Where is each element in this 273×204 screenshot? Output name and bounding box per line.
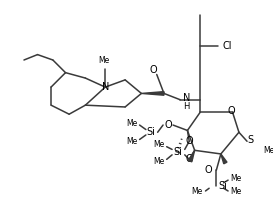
Text: O: O [149,65,157,75]
Text: S: S [247,135,253,145]
Text: O: O [165,120,172,130]
Polygon shape [221,154,227,164]
Text: H: H [183,102,189,111]
Text: Me: Me [154,140,165,149]
Text: N: N [183,93,190,103]
Polygon shape [188,150,195,162]
Text: Cl: Cl [223,41,232,51]
Text: Me: Me [230,187,241,196]
Text: O: O [185,154,193,164]
Text: O: O [204,165,212,175]
Text: Me: Me [98,55,109,64]
Text: Me: Me [192,187,203,196]
Text: Me: Me [126,119,138,128]
Text: Me: Me [263,146,273,155]
Text: Si: Si [146,127,155,137]
Polygon shape [141,92,164,95]
Text: O: O [228,106,236,116]
Text: Si: Si [218,181,227,191]
Text: Me: Me [154,157,165,166]
Text: O: O [185,136,193,146]
Text: N: N [102,82,109,92]
Text: Si: Si [173,147,182,157]
Text: Me: Me [230,174,241,183]
Text: Me: Me [126,137,138,146]
